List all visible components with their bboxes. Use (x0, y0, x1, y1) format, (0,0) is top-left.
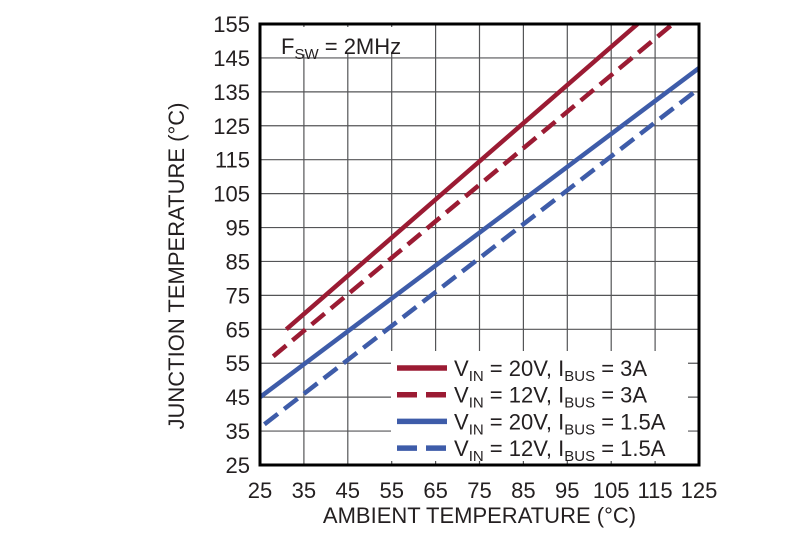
x-tick-label: 105 (593, 478, 630, 503)
x-tick-label: 35 (292, 478, 316, 503)
series-line (271, 22, 675, 359)
y-tick-label: 85 (226, 249, 250, 274)
plot-frame (258, 22, 701, 467)
y-tick-label: 105 (213, 182, 250, 207)
x-tick-label: 115 (638, 478, 673, 503)
x-tick-label: 125 (681, 478, 718, 503)
series-line (258, 66, 701, 400)
x-tick-label: 55 (379, 478, 403, 503)
annotation-background (264, 27, 416, 54)
y-tick-label: 65 (226, 317, 250, 342)
x-axis-title: AMBIENT TEMPERATURE (°C) (322, 503, 637, 528)
legend-label: VIN = 20V, IBUS = 3A (454, 356, 647, 385)
y-tick-label: 45 (226, 385, 250, 410)
y-tick-label: 35 (226, 419, 250, 444)
y-axis-title: JUNCTION TEMPERATURE (°C) (164, 102, 189, 430)
x-tick-label: 25 (248, 478, 272, 503)
series-line (263, 86, 701, 427)
y-tick-label: 25 (226, 453, 250, 478)
legend-label: VIN = 12V, IBUS = 1.5A (454, 436, 666, 465)
x-tick-label: 75 (467, 478, 491, 503)
y-tick-label: 115 (215, 148, 250, 173)
y-tick-label: 155 (213, 12, 250, 37)
y-tick-label: 55 (226, 351, 250, 376)
legend-label: VIN = 20V, IBUS = 1.5A (454, 409, 666, 438)
annotation: FSW = 2MHz (281, 34, 401, 63)
x-tick-label: 45 (336, 478, 360, 503)
series-line (284, 22, 639, 331)
y-tick-label: 125 (213, 114, 250, 139)
tick-labels: 25 35 45 55 65 75 85 95 105 115 125 135 145 155 25 35 45… (213, 12, 717, 503)
legend-label: VIN = 12V, IBUS = 3A (454, 383, 647, 412)
series-group (258, 22, 701, 427)
annotation-text: FSW = 2MHz (281, 34, 401, 63)
x-tick-label: 65 (423, 478, 447, 503)
x-tick-label: 85 (511, 478, 535, 503)
y-tick-label: 95 (226, 216, 250, 241)
y-tick-label: 135 (213, 80, 250, 105)
y-tick-label: 75 (226, 283, 250, 308)
x-tick-label: 95 (555, 478, 579, 503)
y-tick-label: 145 (213, 46, 250, 71)
